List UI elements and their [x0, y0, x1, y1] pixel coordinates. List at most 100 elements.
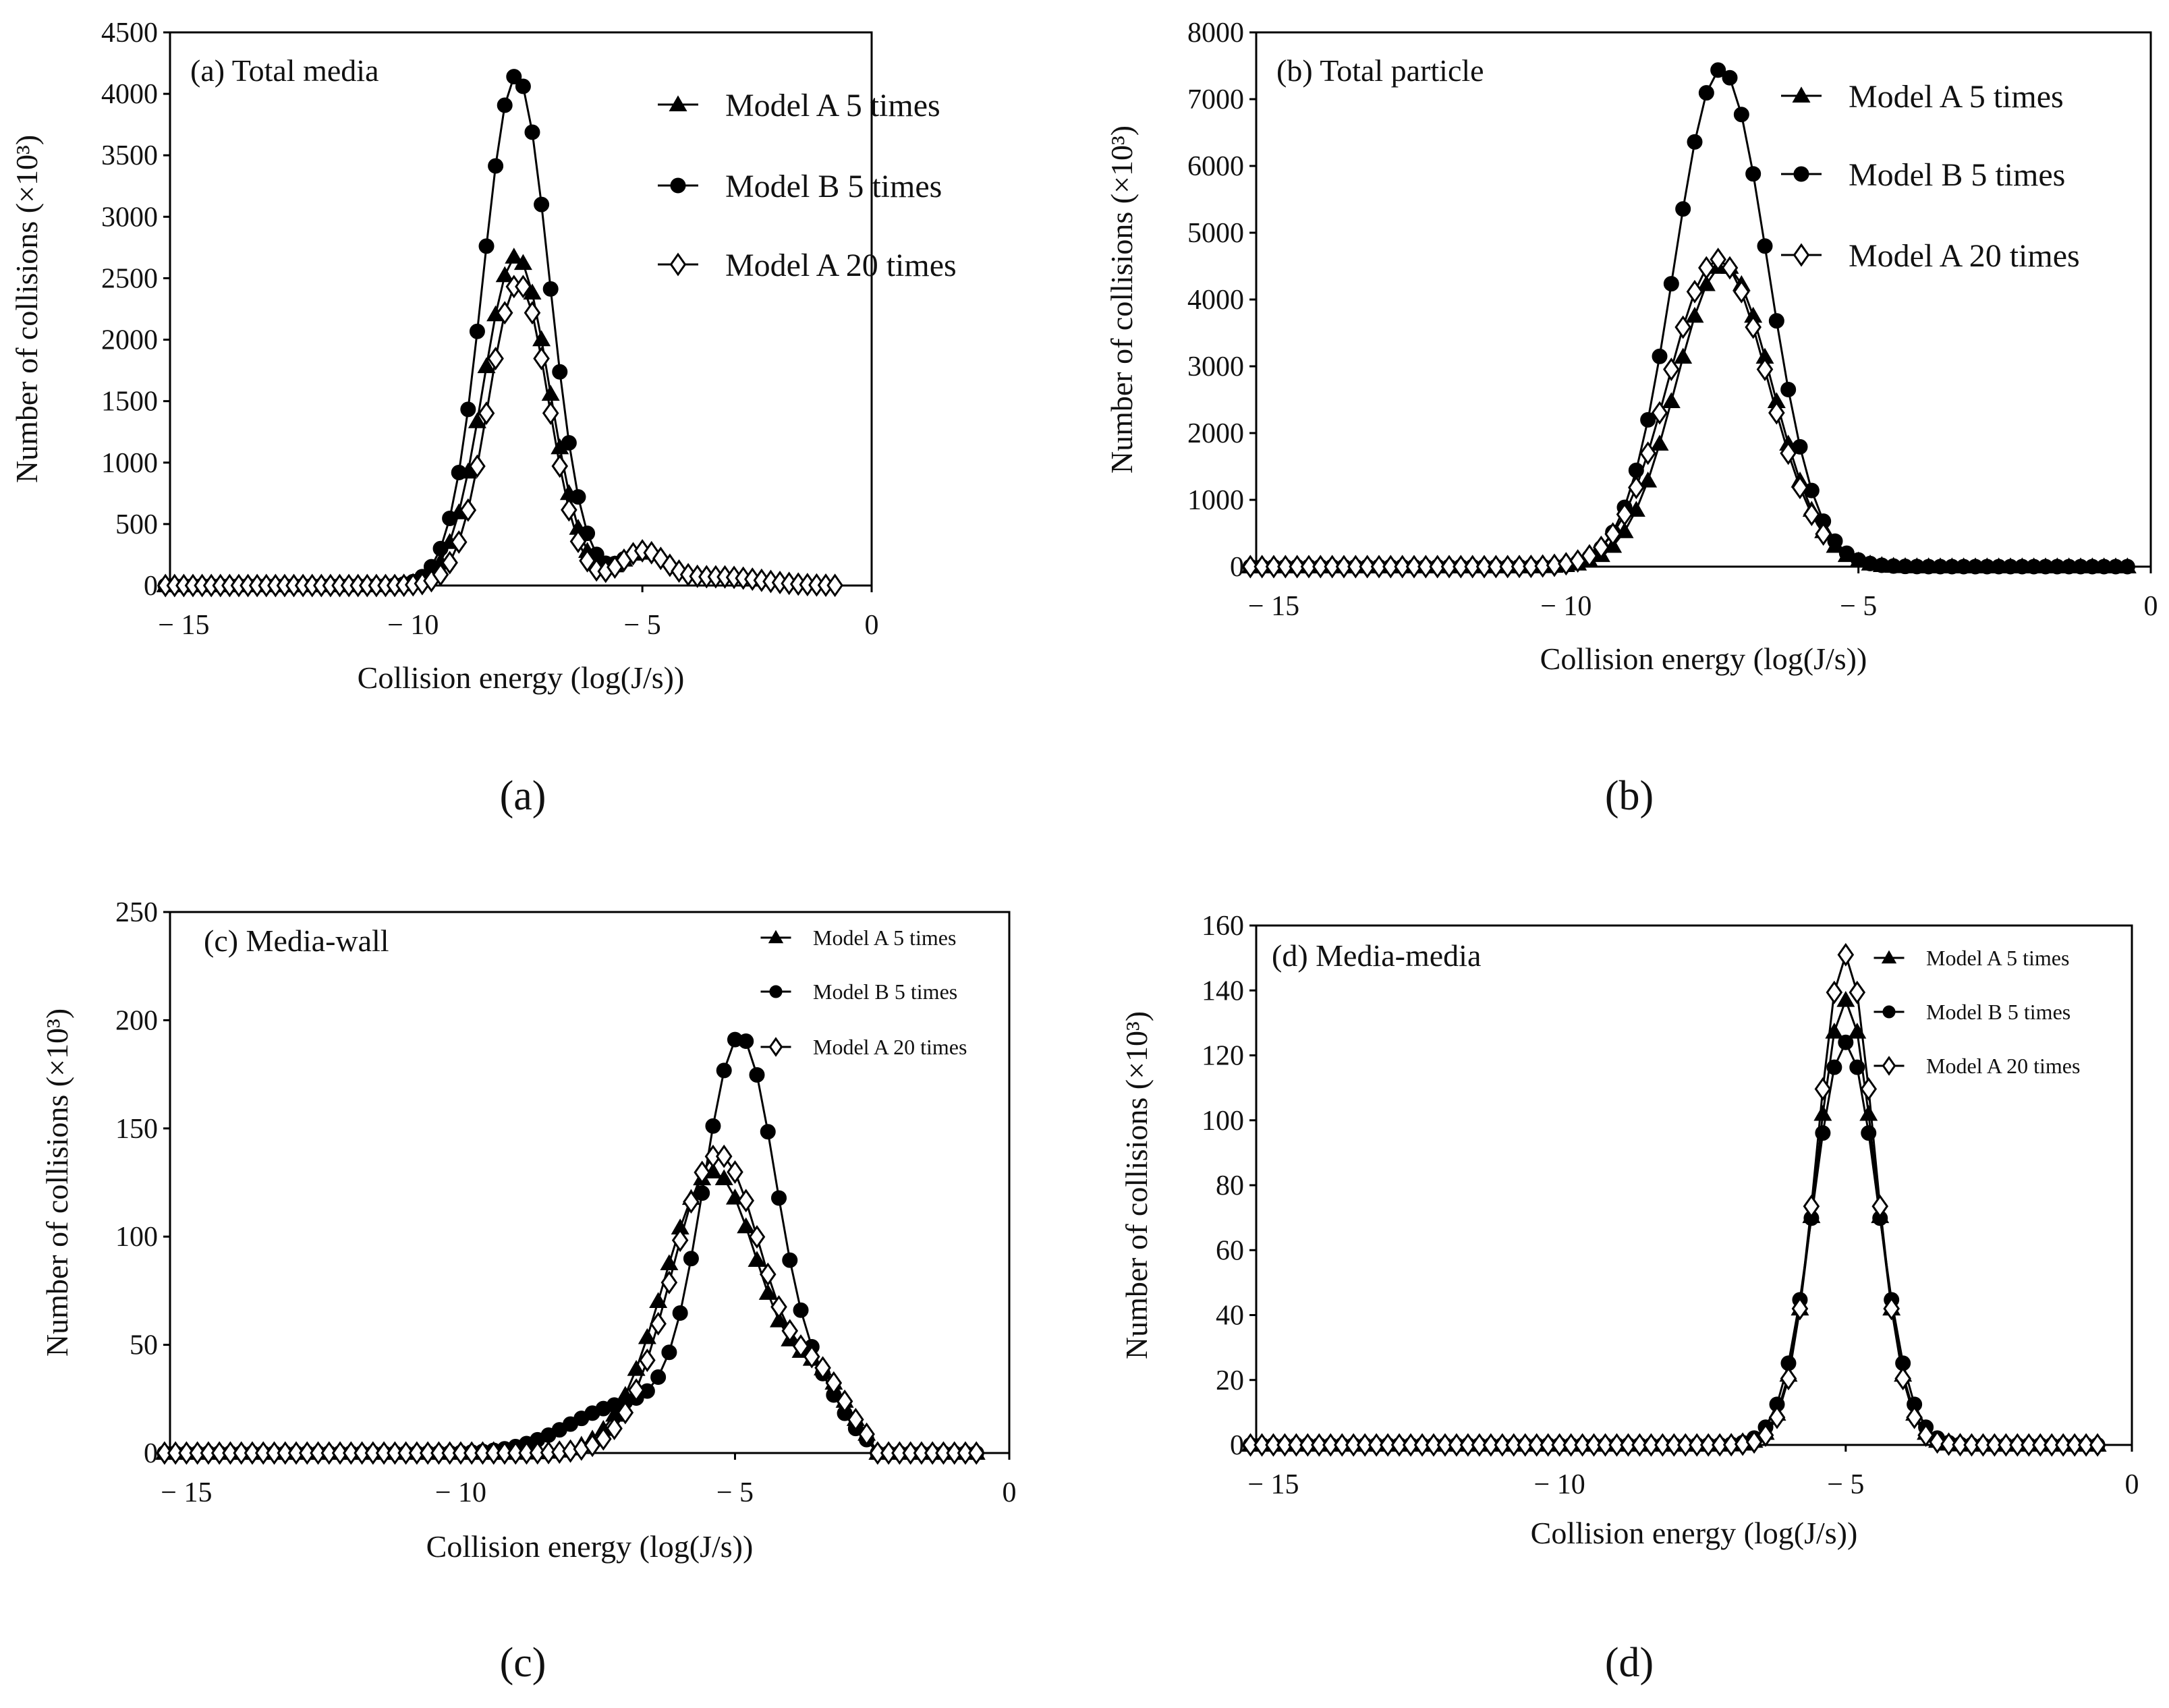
data-point — [1872, 556, 1891, 573]
data-point — [935, 1441, 952, 1465]
data-point — [1242, 1433, 1259, 1457]
y-tick-label: 0 — [1230, 552, 1244, 583]
data-point — [1639, 471, 1658, 488]
data-point — [1368, 1433, 1385, 1457]
data-point — [1499, 554, 1516, 579]
x-tick-label: 0 — [865, 610, 879, 641]
series-diamond — [1242, 248, 1832, 579]
data-point — [2118, 557, 2137, 573]
data-point — [1687, 134, 1703, 150]
data-point — [1733, 279, 1750, 304]
legend-marker-circle — [670, 177, 686, 194]
data-point — [1627, 501, 1645, 517]
data-point — [1620, 1433, 1637, 1457]
legend-entry: Model A 5 times — [813, 926, 956, 950]
data-point — [1722, 1433, 1740, 1457]
data-point — [1884, 557, 1903, 573]
legend-marker-circle — [1882, 1005, 1896, 1019]
data-point — [1335, 554, 1353, 579]
data-point — [1639, 441, 1656, 465]
legend-marker-circle — [1793, 166, 1809, 182]
data-point — [518, 1441, 535, 1465]
legend-entry: Model A 5 times — [1926, 946, 2069, 970]
legend-entry: Model B 5 times — [1926, 1000, 2071, 1024]
data-point — [244, 1441, 261, 1465]
data-point — [1815, 522, 1832, 546]
data-point — [1929, 1430, 1946, 1454]
data-point — [167, 1441, 184, 1465]
data-point — [1849, 980, 1866, 1004]
y-tick-label: 200 — [115, 1005, 158, 1036]
data-point — [189, 1441, 206, 1465]
caption-a: (a) — [500, 773, 546, 819]
data-point — [2054, 1433, 2072, 1457]
data-point — [354, 1441, 370, 1465]
data-point — [441, 1441, 458, 1465]
y-tick-label: 1000 — [1187, 485, 1244, 516]
data-point — [469, 454, 486, 478]
data-point — [1940, 1432, 1957, 1456]
y-tick-label: 50 — [130, 1330, 158, 1361]
data-point — [287, 1441, 305, 1465]
data-point — [2066, 1433, 2083, 1457]
data-point — [1860, 1077, 1878, 1101]
data-point — [1585, 1433, 1602, 1457]
data-point — [627, 1359, 646, 1376]
data-point — [2089, 1433, 2106, 1457]
data-point — [1540, 1433, 1556, 1457]
data-point — [652, 546, 669, 571]
panel-c-caption: (c) — [500, 1640, 546, 1686]
series-diamond — [157, 275, 843, 598]
data-point — [595, 1427, 612, 1451]
panel-title: (c) Media-wall — [204, 923, 389, 958]
data-point — [1650, 434, 1669, 451]
y-tick-label: 160 — [1202, 911, 1244, 942]
x-tick-label: − 5 — [624, 610, 661, 641]
data-point — [1745, 315, 1762, 339]
data-point — [913, 1441, 930, 1465]
data-point — [200, 1441, 217, 1465]
panel-title: (d) Media-media — [1272, 938, 1481, 973]
data-point — [551, 454, 569, 478]
y-tick-label: 0 — [1230, 1430, 1244, 1461]
data-point — [579, 548, 596, 573]
data-point — [1745, 166, 1762, 182]
legend: Model A 5 times Model B 5 times Model A 20… — [760, 926, 967, 1059]
data-point — [1265, 554, 1283, 579]
data-point — [1919, 557, 1938, 573]
data-point — [561, 498, 578, 522]
data-point — [1768, 1405, 1786, 1429]
data-point — [1511, 554, 1528, 579]
x-tick-label: − 15 — [158, 610, 209, 641]
data-point — [1699, 1433, 1717, 1457]
data-point — [683, 1190, 700, 1214]
data-point — [748, 1251, 766, 1268]
data-point — [782, 1252, 798, 1268]
data-point — [1390, 1433, 1408, 1457]
x-tick-label: − 10 — [387, 610, 439, 641]
data-point — [505, 248, 524, 264]
data-point — [534, 196, 550, 212]
data-point — [1677, 1433, 1694, 1457]
legend-entry: Model A 5 times — [1849, 79, 2064, 115]
data-point — [705, 1118, 721, 1134]
data-point — [759, 1262, 777, 1286]
x-tick-label: − 10 — [1534, 1469, 1585, 1500]
legend-marker-circle — [769, 985, 783, 998]
x-axis-title: Collision energy (log(J/s)) — [1531, 1516, 1858, 1550]
data-point — [1405, 554, 1423, 579]
data-point — [485, 1441, 502, 1465]
data-point — [769, 1311, 789, 1328]
data-point — [1253, 1433, 1270, 1457]
data-point — [1608, 1433, 1625, 1457]
data-point — [1954, 557, 1973, 573]
data-point — [1482, 1433, 1500, 1457]
data-point — [2106, 557, 2125, 573]
data-point — [233, 1441, 250, 1465]
data-point — [1998, 1433, 2015, 1457]
data-point — [1745, 1430, 1763, 1454]
data-point — [1663, 358, 1680, 382]
caption-d: (d) — [1605, 1640, 1654, 1686]
data-point — [704, 1144, 722, 1168]
